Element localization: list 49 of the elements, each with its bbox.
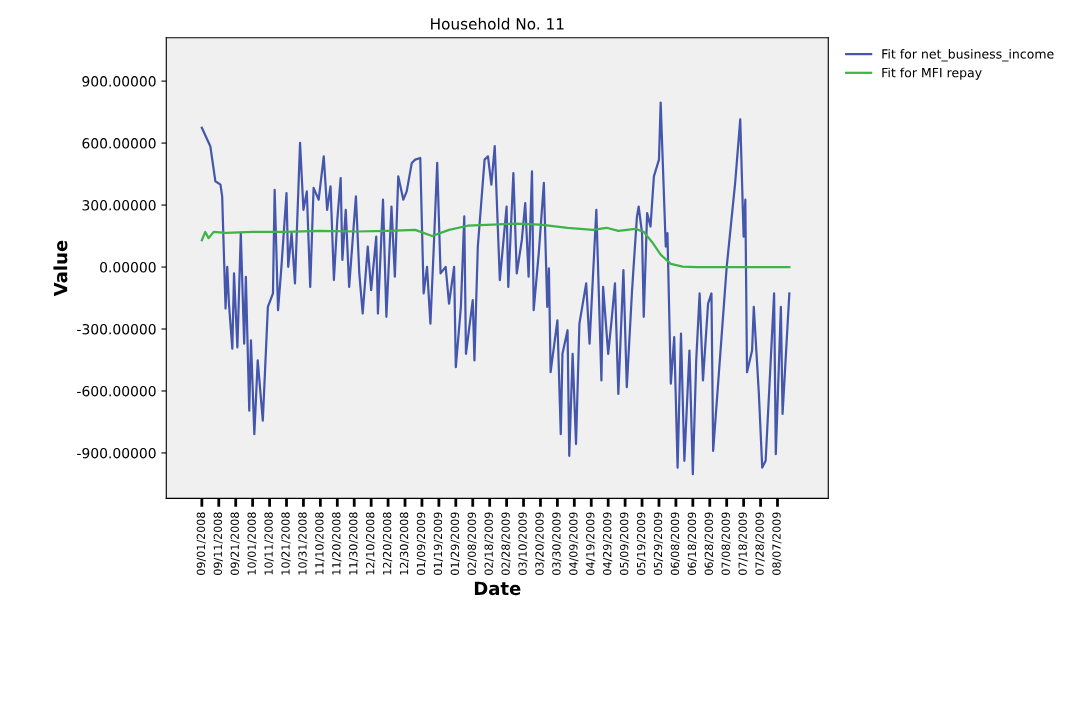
legend-label: Fit for net_business_income: [882, 48, 1054, 62]
x-tick-label: 10/31/2008: [298, 512, 308, 575]
y-tick-label: 900.00000: [82, 76, 156, 87]
x-tick-label: 06/18/2009: [687, 512, 697, 575]
x-tick-label: 02/28/2009: [501, 512, 511, 575]
x-tick-label: 06/28/2009: [704, 512, 714, 575]
y-tick-label: 300.00000: [82, 200, 156, 211]
y-tick-label: -900.00000: [77, 447, 156, 459]
y-tick-label: 0.00000: [100, 262, 156, 273]
x-tick-label: 10/01/2008: [247, 512, 257, 575]
x-tick-label: 12/10/2008: [365, 512, 376, 575]
x-tick-label: 03/10/2009: [518, 512, 528, 575]
x-tick-label: 09/21/2008: [230, 512, 240, 575]
x-tick-label: 09/01/2008: [196, 512, 206, 575]
x-tick-label: 06/08/2009: [670, 512, 680, 575]
x-tick-label: 04/09/2009: [569, 512, 579, 575]
line-series: [200, 222, 791, 269]
x-tick-label: 11/30/2008: [349, 512, 359, 575]
x-tick-label: 05/09/2009: [619, 512, 630, 575]
x-tick-label: 07/28/2009: [755, 512, 765, 575]
x-tick-label: 11/10/2008: [315, 512, 325, 575]
x-tick-label: 10/11/2008: [264, 512, 274, 575]
x-tick-label: 04/19/2009: [586, 512, 596, 575]
x-tick-label: 02/08/2009: [467, 512, 477, 575]
x-tick-label: 05/19/2009: [636, 512, 647, 575]
legend-label: Fit for MFI repay: [882, 67, 982, 80]
x-tick-label: 11/20/2008: [332, 512, 342, 575]
x-tick-label: 02/18/2009: [484, 512, 494, 575]
x-tick-label: 10/21/2008: [281, 512, 291, 575]
x-tick-label: 09/11/2008: [213, 512, 223, 575]
x-tick-label: 01/29/2009: [450, 512, 460, 575]
x-axis-title: Date: [474, 581, 521, 596]
y-tick-label: -600.00000: [77, 385, 156, 397]
x-tick-label: 03/30/2009: [552, 512, 562, 575]
x-tick-label: 07/18/2009: [738, 512, 748, 575]
x-tick-label: 07/08/2009: [721, 512, 731, 575]
x-tick-label: 08/07/2009: [772, 512, 782, 575]
chart-title: Household No. 11: [431, 17, 564, 30]
x-tick-label: 01/09/2009: [416, 512, 427, 575]
x-tick-label: 12/30/2008: [399, 512, 410, 575]
x-tick-label: 03/20/2009: [535, 512, 545, 575]
x-tick-label: 04/29/2009: [603, 512, 613, 575]
y-tick-label: -300.00000: [77, 323, 156, 335]
x-tick-label: 01/19/2009: [433, 512, 443, 575]
x-tick-label: 05/29/2009: [653, 512, 664, 575]
y-tick-label: 600.00000: [82, 138, 156, 149]
line-series: [200, 101, 791, 476]
x-tick-label: 12/20/2008: [382, 512, 393, 575]
y-axis-title: Value: [53, 240, 68, 297]
